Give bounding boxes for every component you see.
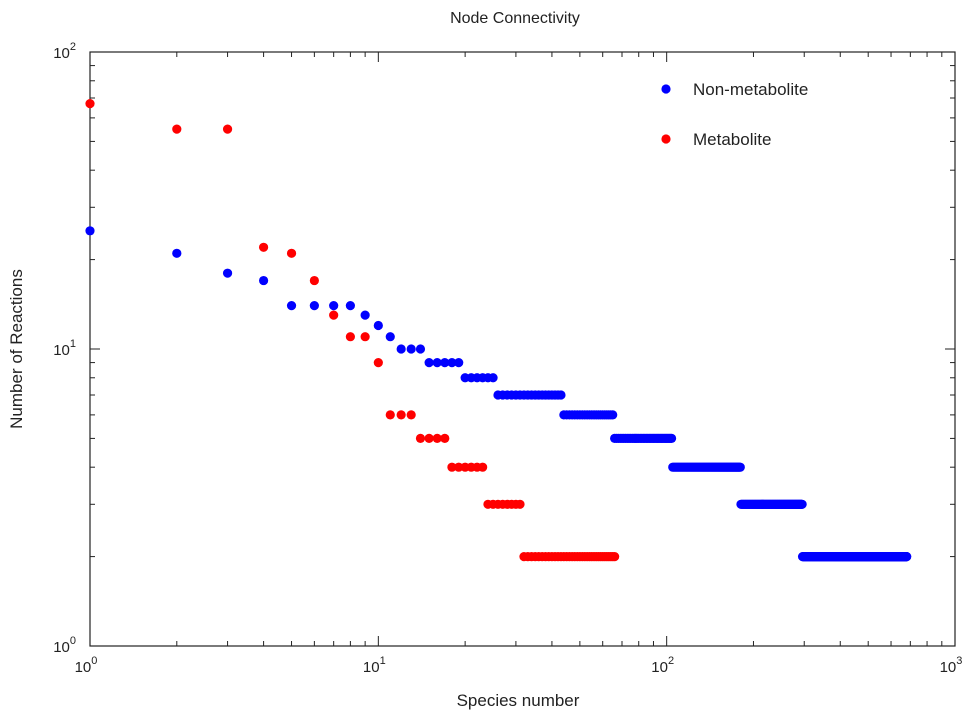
x-tick-labels: 100 101 102 103 bbox=[75, 655, 963, 676]
data-point bbox=[287, 301, 296, 310]
y-tick-label: 101 bbox=[53, 338, 76, 359]
data-point bbox=[223, 125, 232, 134]
x-axis-label: Species number bbox=[457, 691, 580, 710]
y-axis-label: Number of Reactions bbox=[7, 269, 26, 429]
data-point bbox=[488, 373, 497, 382]
y-tick-labels: 100 101 102 bbox=[53, 41, 76, 656]
data-point bbox=[425, 358, 434, 367]
data-point bbox=[287, 249, 296, 258]
data-point bbox=[416, 344, 425, 353]
data-point bbox=[85, 99, 94, 108]
legend-label-metabolite: Metabolite bbox=[693, 130, 771, 149]
data-point bbox=[608, 410, 617, 419]
y-tick-label: 100 bbox=[53, 635, 76, 656]
data-point bbox=[223, 269, 232, 278]
data-point bbox=[610, 552, 619, 561]
data-point bbox=[798, 500, 807, 509]
legend-marker-metabolite bbox=[661, 134, 670, 143]
x-tick-label: 103 bbox=[940, 655, 963, 676]
x-tick-label: 100 bbox=[75, 655, 98, 676]
data-point bbox=[736, 463, 745, 472]
data-point bbox=[361, 311, 370, 320]
data-point bbox=[346, 332, 355, 341]
data-point bbox=[407, 344, 416, 353]
data-point bbox=[172, 249, 181, 258]
data-point bbox=[397, 410, 406, 419]
data-point bbox=[667, 434, 676, 443]
data-point bbox=[386, 332, 395, 341]
data-point bbox=[310, 301, 319, 310]
data-point bbox=[310, 276, 319, 285]
data-point bbox=[346, 301, 355, 310]
legend: Non-metabolite Metabolite bbox=[661, 80, 808, 149]
data-point bbox=[172, 125, 181, 134]
legend-label-non-metabolite: Non-metabolite bbox=[693, 80, 808, 99]
data-point bbox=[85, 226, 94, 235]
legend-marker-non-metabolite bbox=[661, 84, 670, 93]
data-point bbox=[397, 344, 406, 353]
data-point bbox=[454, 358, 463, 367]
x-tick-label: 102 bbox=[651, 655, 674, 676]
chart-title: Node Connectivity bbox=[450, 10, 580, 27]
data-point bbox=[425, 434, 434, 443]
data-point bbox=[416, 434, 425, 443]
data-point bbox=[329, 301, 338, 310]
data-point bbox=[259, 243, 268, 252]
data-points bbox=[85, 99, 911, 561]
data-point bbox=[329, 311, 338, 320]
data-point bbox=[386, 410, 395, 419]
series-non-metabolite bbox=[85, 226, 911, 561]
data-point bbox=[407, 410, 416, 419]
x-tick-label: 101 bbox=[363, 655, 386, 676]
series-metabolite bbox=[85, 99, 619, 561]
data-point bbox=[259, 276, 268, 285]
legend-item-non-metabolite: Non-metabolite bbox=[661, 80, 808, 99]
data-point bbox=[478, 463, 487, 472]
data-point bbox=[374, 321, 383, 330]
data-point bbox=[902, 552, 911, 561]
data-point bbox=[374, 358, 383, 367]
data-point bbox=[440, 434, 449, 443]
data-point bbox=[556, 390, 565, 399]
data-point bbox=[361, 332, 370, 341]
y-tick-label: 102 bbox=[53, 41, 76, 62]
legend-item-metabolite: Metabolite bbox=[661, 130, 771, 149]
data-point bbox=[515, 500, 524, 509]
